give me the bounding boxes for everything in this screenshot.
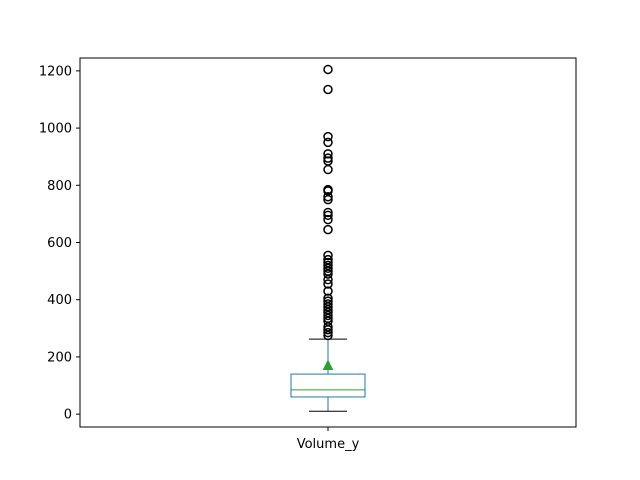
outlier-point [323, 149, 333, 159]
outlier-point [323, 64, 333, 75]
outlier-point [323, 156, 333, 166]
outlier-point [323, 214, 333, 225]
y-tick-label: 200 [47, 350, 72, 365]
y-tick-label: 1200 [39, 64, 72, 79]
outlier-point [323, 84, 333, 95]
y-tick-label: 800 [47, 179, 72, 194]
outlier-point [323, 153, 333, 163]
outlier-point [323, 299, 333, 309]
outlier-point [323, 191, 333, 202]
outlier-point [323, 327, 333, 338]
outlier-point [323, 210, 333, 221]
y-tick-label: 0 [64, 408, 72, 423]
axes: 0 200 400 600 800 1000 1200 Volume_y [39, 57, 577, 452]
x-tick-label: Volume_y [297, 437, 360, 452]
outlier-point [323, 224, 333, 235]
outlier-point [323, 250, 333, 261]
outlier-point [323, 257, 333, 268]
y-tick-label: 400 [47, 293, 72, 308]
y-tick-label: 600 [47, 236, 72, 251]
outlier-point [323, 207, 333, 218]
outlier-point [323, 260, 333, 271]
outlier-point [323, 254, 333, 265]
mean-marker [322, 359, 334, 370]
outlier-point [323, 279, 333, 289]
outlier-point [323, 293, 333, 304]
outlier-point [323, 137, 333, 148]
outlier-point [323, 184, 333, 195]
chart-marks [290, 64, 366, 412]
iqr-box [290, 373, 366, 398]
y-tick-label: 1000 [39, 122, 72, 137]
outlier-point [323, 286, 333, 296]
outlier-point [323, 296, 333, 306]
outlier-point [323, 131, 333, 142]
